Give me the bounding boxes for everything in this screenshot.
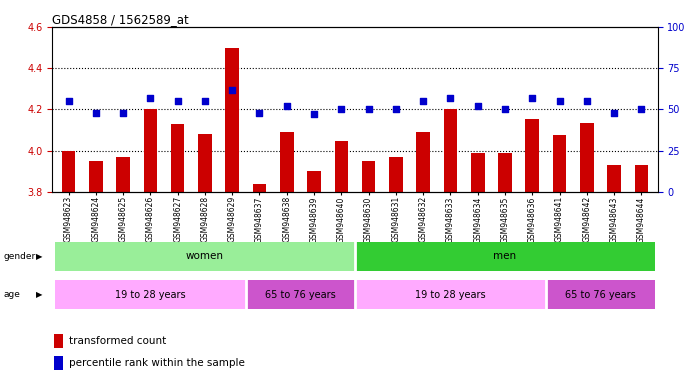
Point bbox=[254, 110, 265, 116]
Bar bbox=[362, 161, 375, 192]
Bar bbox=[253, 184, 267, 192]
Point bbox=[227, 86, 238, 93]
Bar bbox=[525, 119, 539, 192]
Point bbox=[199, 98, 210, 104]
Bar bbox=[54, 334, 63, 348]
Point bbox=[554, 98, 565, 104]
Bar bbox=[389, 157, 403, 192]
Text: 19 to 28 years: 19 to 28 years bbox=[415, 290, 486, 300]
Point bbox=[472, 103, 483, 109]
Bar bbox=[246, 280, 355, 309]
Text: age: age bbox=[3, 290, 20, 299]
Point bbox=[145, 95, 156, 101]
Point bbox=[635, 106, 647, 113]
Bar bbox=[546, 280, 655, 309]
Text: 19 to 28 years: 19 to 28 years bbox=[115, 290, 186, 300]
Point bbox=[63, 98, 74, 104]
Bar bbox=[280, 132, 294, 192]
Text: ▶: ▶ bbox=[36, 252, 43, 261]
Point bbox=[390, 106, 402, 113]
Point bbox=[118, 110, 129, 116]
Point bbox=[527, 95, 538, 101]
Bar bbox=[55, 280, 246, 309]
Point bbox=[308, 111, 319, 118]
Bar bbox=[198, 134, 212, 192]
Bar bbox=[607, 165, 621, 192]
Text: 65 to 76 years: 65 to 76 years bbox=[265, 290, 335, 300]
Bar bbox=[89, 161, 102, 192]
Bar bbox=[443, 109, 457, 192]
Bar bbox=[580, 123, 594, 192]
Point bbox=[90, 110, 102, 116]
Point bbox=[335, 106, 347, 113]
Point bbox=[581, 98, 592, 104]
Bar bbox=[635, 165, 648, 192]
Text: 65 to 76 years: 65 to 76 years bbox=[565, 290, 636, 300]
Text: GDS4858 / 1562589_at: GDS4858 / 1562589_at bbox=[52, 13, 189, 26]
Point bbox=[281, 103, 292, 109]
Text: gender: gender bbox=[3, 252, 35, 261]
Bar bbox=[335, 141, 348, 192]
Point bbox=[363, 106, 374, 113]
Point bbox=[172, 98, 183, 104]
Bar bbox=[471, 153, 484, 192]
Bar bbox=[143, 109, 157, 192]
Text: men: men bbox=[493, 251, 516, 262]
Bar bbox=[553, 135, 567, 192]
Bar bbox=[226, 48, 239, 192]
Text: transformed count: transformed count bbox=[68, 336, 166, 346]
Text: percentile rank within the sample: percentile rank within the sample bbox=[68, 358, 244, 368]
Bar bbox=[498, 153, 512, 192]
Bar bbox=[54, 356, 63, 370]
Text: ▶: ▶ bbox=[36, 290, 43, 299]
Bar bbox=[307, 171, 321, 192]
Point bbox=[500, 106, 511, 113]
Point bbox=[418, 98, 429, 104]
Bar bbox=[171, 124, 184, 192]
Bar bbox=[62, 151, 75, 192]
Text: women: women bbox=[186, 251, 224, 262]
Bar bbox=[116, 157, 130, 192]
Bar bbox=[355, 242, 655, 271]
Bar bbox=[355, 280, 546, 309]
Bar bbox=[416, 132, 430, 192]
Point bbox=[445, 95, 456, 101]
Point bbox=[608, 110, 619, 116]
Bar bbox=[55, 242, 355, 271]
